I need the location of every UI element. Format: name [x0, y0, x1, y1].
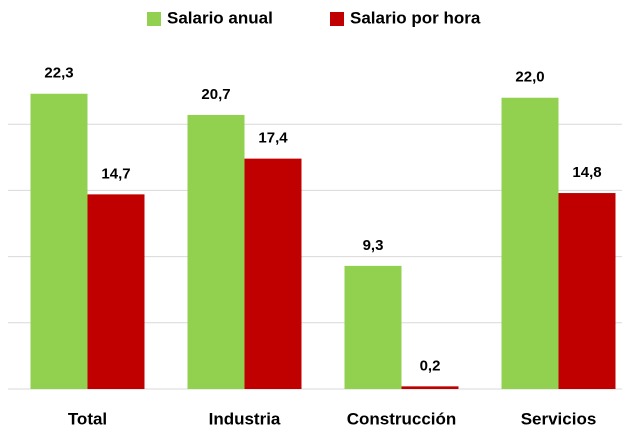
x-tick-label: Industria — [209, 409, 281, 428]
x-tick-label: Total — [68, 409, 107, 428]
bar — [244, 158, 302, 389]
legend-swatch — [330, 12, 344, 26]
legend-label: Salario anual — [167, 8, 273, 27]
bar — [30, 93, 88, 390]
value-label: 0,2 — [420, 357, 441, 374]
value-label: 14,8 — [572, 164, 601, 181]
legend-swatch — [147, 12, 161, 26]
bar — [344, 265, 402, 389]
value-label: 14,7 — [101, 165, 130, 182]
legend-label: Salario por hora — [350, 8, 481, 27]
value-label: 22,0 — [515, 69, 544, 86]
value-label: 9,3 — [363, 237, 384, 254]
value-label: 17,4 — [258, 130, 288, 147]
value-label: 22,3 — [44, 65, 73, 82]
bar — [187, 114, 245, 389]
bar — [501, 97, 559, 389]
x-tick-label: Construcción — [347, 409, 457, 428]
value-label: 20,7 — [201, 86, 230, 103]
bar — [558, 193, 616, 389]
bar — [401, 386, 459, 389]
x-tick-label: Servicios — [521, 409, 597, 428]
bar — [87, 194, 145, 389]
